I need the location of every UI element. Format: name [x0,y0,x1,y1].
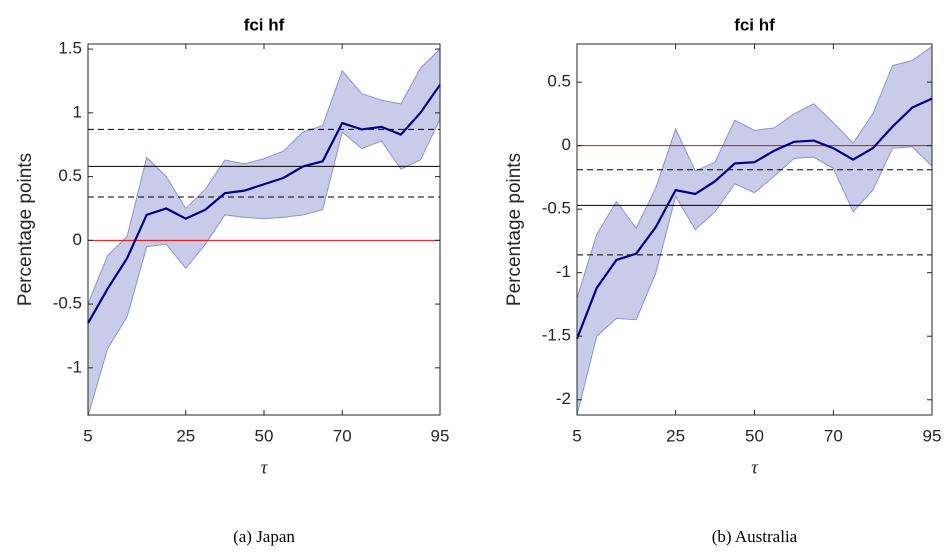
y-tick-label: -1 [67,357,82,376]
chart-title: fci hf [734,15,775,34]
x-tick-label: 50 [745,426,764,445]
y-tick-label: 0.5 [547,72,571,91]
confidence-band [88,49,440,417]
band-upper [576,46,933,299]
x-axis-label: τ [261,457,269,478]
x-tick-label: 95 [923,426,942,445]
y-tick-label: -0.5 [542,199,571,218]
x-tick-label: 25 [176,426,195,445]
y-tick-label: 0 [562,135,571,154]
x-tick-label: 5 [83,426,92,445]
caption: (a) Japan [233,527,295,546]
y-tick-label: 1.5 [58,39,82,58]
y-axis-label: Percentage points [15,153,36,306]
x-tick-label: 5 [572,426,581,445]
x-tick-label: 70 [333,426,352,445]
y-tick-label: 1 [73,102,82,121]
y-tick-label: -1.5 [542,326,571,345]
caption: (b) Australia [712,527,798,546]
y-tick-label: -0.5 [53,294,82,313]
y-tick-label: -2 [556,389,571,408]
median-line [87,84,441,324]
confidence-band [577,46,932,415]
x-tick-label: 70 [824,426,843,445]
x-tick-label: 25 [666,426,685,445]
x-tick-label: 95 [431,426,450,445]
chart-title: fci hf [244,15,285,34]
y-tick-label: -1 [556,262,571,281]
y-tick-label: 0.5 [58,166,82,185]
band-lower [87,119,441,417]
x-axis-label: τ [751,457,759,478]
y-tick-label: 0 [73,230,82,249]
median-line [575,97,933,340]
band-upper [87,48,441,305]
band-lower [576,146,933,416]
x-tick-label: 50 [255,426,274,445]
y-axis-label: Percentage points [504,153,525,306]
